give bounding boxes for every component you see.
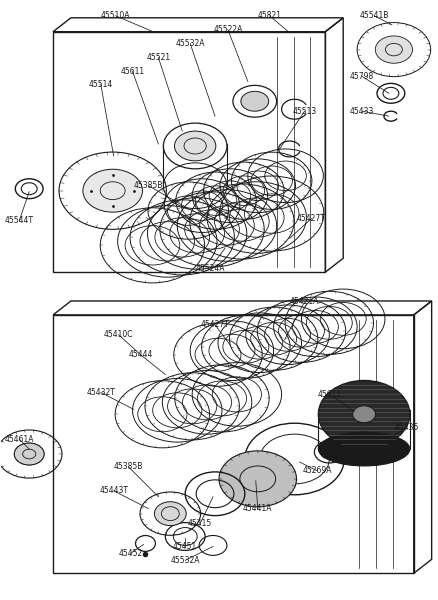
Text: 45385B: 45385B [134,181,163,190]
Text: 45421A: 45421A [289,298,318,307]
Text: 45435: 45435 [394,422,418,431]
Bar [53,315,413,573]
Text: 45611: 45611 [120,67,144,76]
Text: 45441A: 45441A [243,504,272,513]
Ellipse shape [83,169,142,212]
Text: 45510A: 45510A [101,11,130,20]
Text: 45269A: 45269A [302,466,332,475]
Text: 45412: 45412 [338,452,362,461]
Text: 45524A: 45524A [195,264,224,273]
Text: 45541B: 45541B [359,11,388,20]
Text: 45415: 45415 [187,519,212,528]
Ellipse shape [240,91,268,111]
Ellipse shape [239,466,275,492]
Text: 45798: 45798 [349,72,373,81]
Bar [53,32,325,272]
Ellipse shape [318,380,409,448]
Text: 45452: 45452 [118,549,142,558]
Text: 45521: 45521 [146,53,170,62]
Text: 45461A: 45461A [4,434,34,443]
Ellipse shape [14,443,44,465]
Text: 45451: 45451 [173,542,197,551]
Text: 45410C: 45410C [104,330,133,339]
Text: 45427T: 45427T [200,320,229,329]
Text: 45522A: 45522A [213,25,242,34]
Ellipse shape [318,432,409,466]
Text: 45433: 45433 [349,107,374,116]
Text: 45532A: 45532A [175,39,205,48]
Ellipse shape [374,36,412,63]
Text: 45385B: 45385B [113,463,143,472]
Text: 45544T: 45544T [5,216,34,225]
Text: 45427T: 45427T [296,214,325,223]
Ellipse shape [219,451,296,507]
Text: 45821: 45821 [257,11,281,20]
Ellipse shape [154,502,186,526]
Text: 45532A: 45532A [170,556,200,565]
Text: 45513: 45513 [292,107,316,116]
Ellipse shape [174,131,215,161]
Text: 45444: 45444 [128,350,152,359]
Text: 45443T: 45443T [99,486,128,495]
Text: 45514: 45514 [88,80,113,89]
Ellipse shape [352,406,374,423]
Text: 45611: 45611 [317,390,341,399]
Text: 45432T: 45432T [86,388,115,397]
